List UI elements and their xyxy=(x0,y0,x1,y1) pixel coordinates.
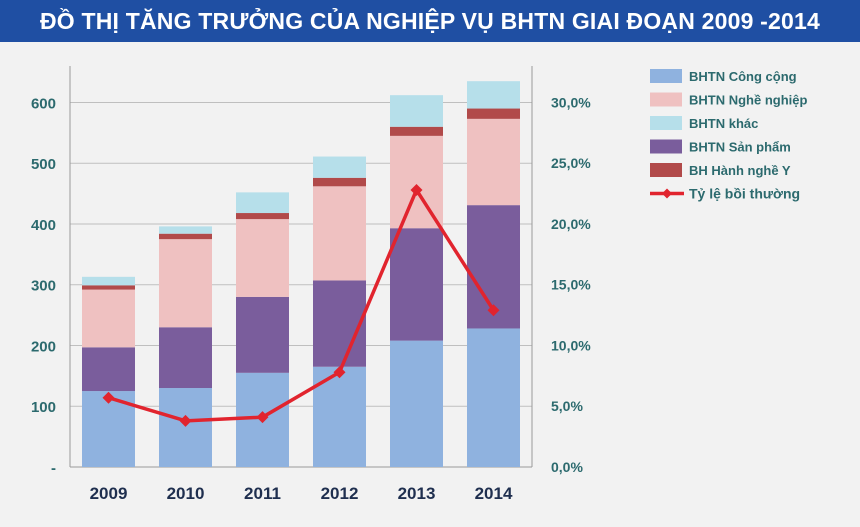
y-tick-label: 300 xyxy=(31,278,56,295)
bar-segment xyxy=(313,280,366,367)
y-tick-label: 200 xyxy=(31,338,56,355)
legend-label: BHTN Sản phẩm xyxy=(689,140,791,155)
y2-tick-label: 25,0% xyxy=(551,155,591,171)
bar-segment xyxy=(467,118,520,206)
bar-segment xyxy=(236,219,289,297)
bar-segment xyxy=(390,340,443,467)
legend-swatch xyxy=(650,92,682,107)
x-tick-label: 2013 xyxy=(398,484,436,503)
legend-swatch xyxy=(650,139,682,154)
bar-segment xyxy=(159,327,212,389)
bar-segment xyxy=(82,289,135,348)
legend-label: BH Hành nghề Y xyxy=(689,163,791,178)
ratio-point xyxy=(410,183,423,196)
y2-tick-label: 5,0% xyxy=(551,398,583,414)
x-tick-label: 2011 xyxy=(244,484,281,503)
bar-segment xyxy=(236,192,289,214)
legend-swatch xyxy=(650,69,682,83)
y-tick-label: 100 xyxy=(31,399,56,416)
x-tick-label: 2010 xyxy=(167,484,205,503)
ratio-line xyxy=(107,188,495,423)
y2-tick-label: 20,0% xyxy=(551,216,591,232)
legend-swatch xyxy=(650,163,682,177)
ratio-point xyxy=(102,391,115,404)
y-tick-label: 500 xyxy=(31,156,56,173)
chart-title: ĐỒ THỊ TĂNG TRƯỞNG CỦA NGHIỆP VỤ BHTN GI… xyxy=(39,7,821,34)
ratio-point xyxy=(487,304,500,317)
bar-segment xyxy=(467,328,520,467)
bar-segment xyxy=(313,156,366,178)
title-bar: ĐỒ THỊ TĂNG TRƯỞNG CỦA NGHIỆP VỤ BHTN GI… xyxy=(0,0,860,42)
y-tick-label: 400 xyxy=(31,217,56,234)
x-tick-label: 2014 xyxy=(475,484,513,503)
legend-label: BHTN khác xyxy=(689,116,758,131)
bar-segment xyxy=(236,213,289,220)
bar-segment xyxy=(390,228,443,341)
bar-segment xyxy=(390,135,443,229)
legend-label: BHTN Nghề nghiệp xyxy=(689,93,807,108)
ratio-point xyxy=(179,414,192,427)
bar-segment xyxy=(390,126,443,136)
bar-segment xyxy=(82,276,135,286)
bar-segment xyxy=(313,177,366,187)
bar-segment xyxy=(467,81,520,109)
y2-tick-label: 15,0% xyxy=(551,277,591,293)
bar-segment xyxy=(236,296,289,373)
x-tick-label: 2012 xyxy=(321,484,359,503)
bar-segment xyxy=(467,108,520,119)
y2-tick-label: 0,0% xyxy=(551,459,583,475)
y2-tick-label: 30,0% xyxy=(551,94,591,110)
chart-svg: - 100 200 300 400 500 600 0,0% 5,0% 10,0% 15,0% 20,… xyxy=(31,66,807,503)
x-tick-label: 2009 xyxy=(90,484,128,503)
legend-marker xyxy=(662,188,672,199)
bar-segment xyxy=(159,388,212,467)
ratio-point xyxy=(333,366,346,379)
ratio-point xyxy=(256,411,269,424)
bar-segment xyxy=(390,95,443,127)
bar-segment xyxy=(82,347,135,392)
bar-segment xyxy=(159,233,212,240)
y-tick-label: - xyxy=(51,460,56,477)
bar-segment xyxy=(159,239,212,328)
y-tick-label: 600 xyxy=(31,95,56,112)
legend-label: BHTN Công cộng xyxy=(689,69,797,84)
y2-tick-label: 10,0% xyxy=(551,337,591,353)
legend-swatch xyxy=(650,116,682,130)
plot-area xyxy=(70,66,532,467)
legend-label: Tỷ lệ bồi thường xyxy=(689,186,800,202)
bar-segment xyxy=(313,186,366,281)
bar-segment xyxy=(159,226,212,234)
bar-segment xyxy=(82,285,135,290)
chart-panel: - 100 200 300 400 500 600 0,0% 5,0% 10,0% 15,0% 20,… xyxy=(0,42,860,527)
